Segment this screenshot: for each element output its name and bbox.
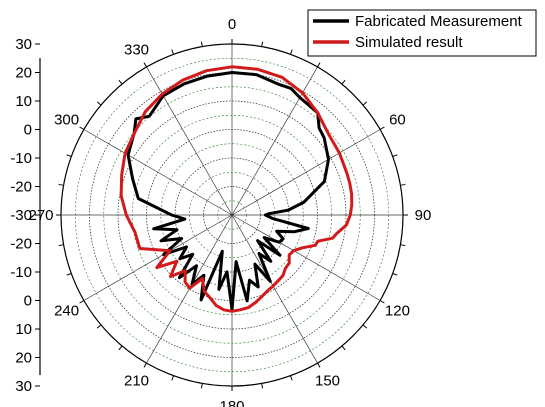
angle-tick-mark: [341, 345, 346, 351]
radial-tick-label: -30: [10, 207, 32, 224]
angle-tick-label: 60: [389, 112, 406, 129]
radial-tick-label: 0: [24, 122, 32, 139]
angle-tick-mark: [362, 101, 368, 106]
angle-tick-mark: [362, 324, 368, 329]
grid-spoke: [231, 66, 318, 216]
radial-tick-label: 10: [15, 93, 32, 110]
radial-axis: 30 20 10 0 -10 -20 -30 -20 -10 0 10 20 30: [10, 36, 41, 395]
grid-spoke: [231, 214, 381, 301]
radial-tick-label: 20: [15, 350, 32, 367]
angle-tick-mark: [317, 62, 321, 68]
radial-tick-label: 20: [15, 65, 32, 82]
angle-tick-mark: [341, 79, 346, 85]
angle-tick-mark: [171, 49, 174, 55]
angle-tick-mark: [66, 154, 72, 157]
angle-tick-mark: [96, 101, 102, 106]
angle-tick-label: 240: [54, 303, 79, 320]
grid-spoke: [83, 214, 233, 301]
angle-tick-label: 330: [124, 42, 149, 59]
grid-spoke: [146, 66, 233, 216]
angle-tick-mark: [392, 154, 398, 157]
angle-tick-mark: [200, 41, 203, 47]
legend-label-simulated: Simulated result: [355, 34, 463, 51]
angle-tick-mark: [143, 62, 147, 68]
series-line-simulated: [119, 65, 354, 313]
series-line-measurement: [126, 71, 330, 312]
legend: Fabricated Measurement Simulated result: [307, 9, 537, 57]
angle-tick-mark: [58, 183, 64, 186]
angle-tick-mark: [261, 41, 264, 47]
radial-tick-label: 0: [24, 293, 32, 310]
angle-tick-mark: [379, 300, 385, 304]
angle-tick-mark: [143, 362, 147, 368]
angle-tick-label: 0: [228, 16, 236, 33]
angle-tick-mark: [58, 244, 64, 247]
angle-tick-mark: [261, 383, 264, 389]
angle-tick-mark: [400, 244, 406, 247]
radial-tick-label: -20: [10, 179, 32, 196]
legend-label-measurement: Fabricated Measurement: [355, 13, 523, 30]
angle-tick-mark: [392, 273, 398, 276]
angle-tick-label: 150: [315, 372, 340, 389]
angle-tick-label: 180: [219, 398, 244, 407]
grid: [56, 39, 408, 391]
angle-tick-mark: [118, 345, 123, 351]
angle-tick-mark: [317, 362, 321, 368]
angle-tick-label: 210: [124, 372, 149, 389]
angle-tick-mark: [79, 300, 85, 304]
angle-tick-mark: [200, 383, 203, 389]
angle-tick-mark: [290, 375, 293, 381]
angle-tick-mark: [96, 324, 102, 329]
grid-spoke: [231, 129, 381, 216]
angle-tick-mark: [400, 183, 406, 186]
radial-tick-label: -10: [10, 150, 32, 167]
grid-spoke: [83, 129, 233, 216]
angle-tick-mark: [171, 375, 174, 381]
angle-tick-label: 270: [28, 207, 53, 224]
radial-tick-label: -10: [10, 264, 32, 281]
grid-spoke: [231, 214, 318, 364]
angle-tick-mark: [79, 126, 85, 130]
radial-tick-label: 10: [15, 321, 32, 338]
angle-tick-label: 120: [385, 303, 410, 320]
angle-tick-mark: [66, 273, 72, 276]
angle-tick-mark: [290, 49, 293, 55]
legend-box: [307, 9, 537, 57]
radial-tick-label: -20: [10, 236, 32, 253]
angle-tick-mark: [379, 126, 385, 130]
radial-tick-label: 30: [15, 36, 32, 53]
radial-tick-label: 30: [15, 378, 32, 395]
angle-tick-label: 300: [54, 112, 79, 129]
series-lines: [119, 65, 354, 313]
angle-tick-label: 90: [415, 207, 432, 224]
angle-tick-mark: [118, 79, 123, 85]
